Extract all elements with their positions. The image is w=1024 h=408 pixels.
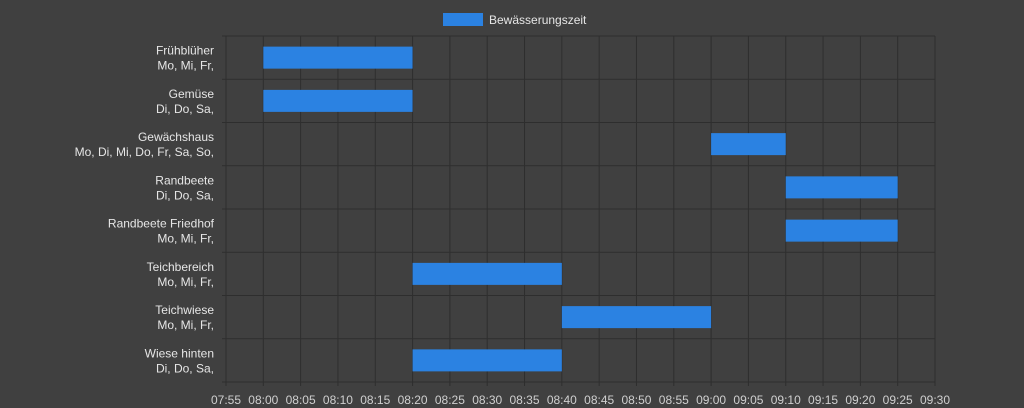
- row-label-name: Frühblüher: [156, 44, 214, 58]
- x-tick-label: 08:40: [547, 393, 577, 407]
- x-tick-label: 08:05: [286, 393, 316, 407]
- timeline-bar[interactable]: [711, 133, 786, 156]
- x-tick-label: 09:00: [696, 393, 726, 407]
- bars-layer: [263, 46, 898, 372]
- x-tick-label: 08:55: [659, 393, 689, 407]
- row-label-days: Di, Do, Sa,: [156, 361, 214, 375]
- row-label-name: Gewächshaus: [138, 130, 214, 144]
- timeline-bar[interactable]: [412, 262, 562, 285]
- row-label-days: Di, Do, Sa,: [156, 188, 214, 202]
- x-tick-label: 09:10: [771, 393, 801, 407]
- legend[interactable]: Bewässerungszeit: [443, 13, 587, 27]
- timeline-bar[interactable]: [412, 349, 562, 372]
- legend-label: Bewässerungszeit: [489, 13, 587, 27]
- x-tick-label: 08:00: [248, 393, 278, 407]
- x-tick-label: 07:55: [211, 393, 241, 407]
- row-label-days: Mo, Mi, Fr,: [157, 318, 214, 332]
- timeline-bar[interactable]: [785, 219, 898, 242]
- row-label-days: Mo, Di, Mi, Do, Fr, Sa, So,: [75, 145, 214, 159]
- x-tick-label: 09:15: [808, 393, 838, 407]
- legend-swatch: [443, 13, 483, 26]
- row-label-name: Wiese hinten: [145, 346, 214, 360]
- x-tick-label: 08:10: [323, 393, 353, 407]
- x-tick-label: 08:45: [584, 393, 614, 407]
- x-tick-label: 09:05: [733, 393, 763, 407]
- timeline-bar[interactable]: [785, 176, 898, 199]
- timeline-bar[interactable]: [263, 89, 413, 112]
- x-tick-label: 08:15: [360, 393, 390, 407]
- x-tick-label: 09:25: [883, 393, 913, 407]
- x-axis-labels: 07:55 08:00 08:05 08:10 08:15 08:20 08:25 08:30…: [211, 393, 950, 407]
- x-tick-label: 09:20: [845, 393, 875, 407]
- row-label-name: Randbeete: [155, 173, 214, 187]
- row-label-name: Gemüse: [169, 87, 215, 101]
- row-label-days: Mo, Mi, Fr,: [157, 59, 214, 73]
- row-label-days: Mo, Mi, Fr,: [157, 232, 214, 246]
- timeline-bar[interactable]: [561, 306, 712, 329]
- x-tick-label: 08:30: [472, 393, 502, 407]
- x-tick-label: 09:30: [920, 393, 950, 407]
- row-label-days: Di, Do, Sa,: [156, 102, 214, 116]
- x-tick-label: 08:50: [621, 393, 651, 407]
- x-tick-label: 08:20: [398, 393, 428, 407]
- grid-layer: [222, 35, 936, 386]
- row-label-name: Teichbereich: [147, 260, 214, 274]
- row-label-name: Randbeete Friedhof: [108, 217, 215, 231]
- x-tick-label: 08:25: [435, 393, 465, 407]
- x-tick-label: 08:35: [510, 393, 540, 407]
- row-label-name: Teichwiese: [155, 303, 214, 317]
- timeline-bar[interactable]: [263, 46, 413, 69]
- row-label-days: Mo, Mi, Fr,: [157, 275, 214, 289]
